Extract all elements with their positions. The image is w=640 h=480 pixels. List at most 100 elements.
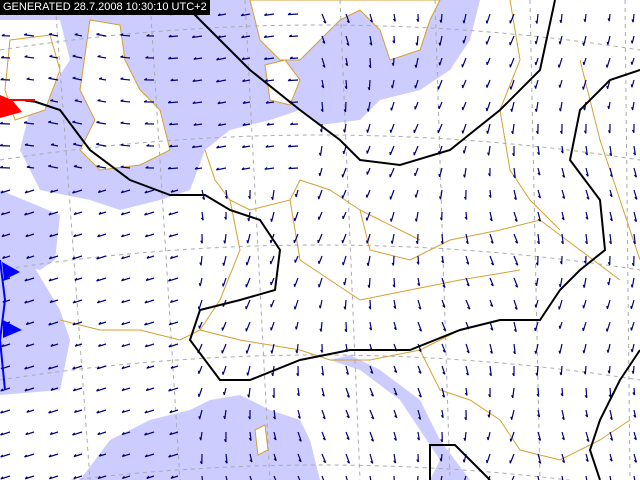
wind-arrow bbox=[247, 387, 251, 398]
wind-arrow bbox=[73, 453, 83, 458]
wind-arrow bbox=[197, 387, 203, 397]
wind-arrow bbox=[389, 123, 395, 133]
wind-arrow bbox=[583, 13, 587, 23]
wind-arrow bbox=[509, 79, 515, 90]
wind-arrow bbox=[97, 233, 107, 238]
wind-arrow bbox=[560, 387, 564, 397]
wind-arrow bbox=[537, 145, 540, 156]
wind-arrow bbox=[193, 122, 203, 126]
wind-arrow bbox=[144, 321, 155, 326]
wind-arrow bbox=[415, 35, 419, 46]
wind-arrow bbox=[440, 475, 443, 480]
wind-arrow bbox=[120, 99, 131, 103]
wind-arrow bbox=[511, 387, 515, 399]
front-line bbox=[179, 0, 556, 167]
wind-arrow bbox=[73, 475, 83, 480]
wind-arrow bbox=[321, 365, 325, 376]
wind-arrow bbox=[389, 189, 395, 200]
wind-arrow bbox=[366, 167, 371, 175]
wind-arrow bbox=[417, 387, 422, 398]
wind-arrow bbox=[509, 13, 515, 24]
wind-arrow bbox=[73, 211, 83, 216]
wind-arrow bbox=[24, 475, 35, 480]
wind-arrow bbox=[584, 387, 588, 399]
wind-arrow bbox=[120, 121, 131, 125]
wind-arrow bbox=[215, 79, 227, 83]
wind-arrow bbox=[487, 145, 491, 156]
wind-arrow bbox=[465, 255, 470, 265]
wind-arrow bbox=[631, 255, 635, 267]
wind-arrow bbox=[74, 277, 83, 281]
wind-arrow bbox=[582, 79, 587, 90]
wind-arrow bbox=[464, 387, 468, 396]
wind-arrow bbox=[393, 299, 397, 309]
wind-arrow bbox=[321, 475, 325, 480]
wind-arrow bbox=[633, 233, 636, 245]
wind-arrow bbox=[146, 365, 155, 369]
wind-arrow bbox=[414, 189, 419, 198]
wind-arrow bbox=[535, 13, 539, 24]
wind-arrow bbox=[168, 343, 179, 348]
wind-arrow bbox=[509, 35, 515, 46]
wind-arrow bbox=[1, 33, 11, 37]
wind-arrow bbox=[561, 475, 564, 480]
wind-arrow bbox=[558, 277, 563, 288]
wind-arrow bbox=[121, 299, 131, 304]
wind-arrow bbox=[98, 453, 107, 457]
wind-arrow bbox=[440, 233, 444, 245]
wind-arrow bbox=[168, 387, 179, 392]
wind-arrow bbox=[390, 211, 395, 222]
wind-arrow bbox=[510, 101, 515, 112]
wind-arrow bbox=[609, 211, 613, 222]
wind-arrow bbox=[369, 387, 374, 397]
wind-arrow bbox=[170, 189, 179, 193]
wind-arrow bbox=[585, 233, 588, 245]
wind-arrow bbox=[606, 35, 611, 45]
wind-arrow bbox=[121, 453, 131, 458]
wind-arrow bbox=[630, 299, 635, 310]
wind-arrow bbox=[607, 277, 611, 286]
wind-arrow bbox=[537, 475, 540, 480]
wind-arrow bbox=[265, 100, 275, 104]
wind-arrow bbox=[437, 123, 443, 134]
wind-arrow bbox=[609, 233, 612, 245]
meridian bbox=[339, 0, 361, 480]
wind-arrow bbox=[2, 255, 11, 260]
wind-arrow bbox=[487, 475, 491, 480]
wind-arrow bbox=[416, 453, 419, 463]
wind-arrow bbox=[441, 277, 446, 288]
wind-arrow bbox=[367, 277, 371, 289]
wind-arrow bbox=[24, 143, 35, 147]
wind-arrow bbox=[318, 299, 323, 309]
wind-arrow bbox=[145, 277, 155, 282]
wind-arrow bbox=[633, 167, 638, 178]
wind-arrow bbox=[317, 189, 323, 200]
wind-arrow bbox=[25, 343, 35, 348]
wind-arrow bbox=[366, 101, 371, 112]
wind-arrow bbox=[241, 145, 251, 149]
wind-arrow bbox=[537, 453, 542, 464]
wind-arrow bbox=[198, 321, 203, 329]
wind-arrow bbox=[486, 123, 491, 134]
wind-arrow bbox=[272, 409, 276, 420]
wind-arrow bbox=[343, 123, 347, 133]
wind-arrow bbox=[224, 189, 228, 199]
wind-arrow bbox=[120, 165, 131, 169]
wind-arrow bbox=[559, 123, 563, 134]
wind-arrow bbox=[25, 233, 35, 238]
wind-arrow bbox=[121, 409, 131, 414]
meridian bbox=[624, 0, 631, 480]
wind-arrow bbox=[221, 343, 227, 354]
wind-arrow bbox=[245, 255, 251, 266]
denmark bbox=[264, 59, 301, 106]
wind-arrow bbox=[511, 475, 515, 480]
wind-arrow bbox=[96, 255, 107, 260]
wind-arrow bbox=[97, 189, 107, 194]
parallel bbox=[0, 134, 640, 161]
wind-arrow bbox=[246, 365, 251, 376]
wind-arrow bbox=[24, 453, 35, 458]
wind-arrow bbox=[344, 79, 348, 90]
wind-arrow bbox=[559, 13, 563, 24]
wind-arrow bbox=[366, 123, 371, 133]
